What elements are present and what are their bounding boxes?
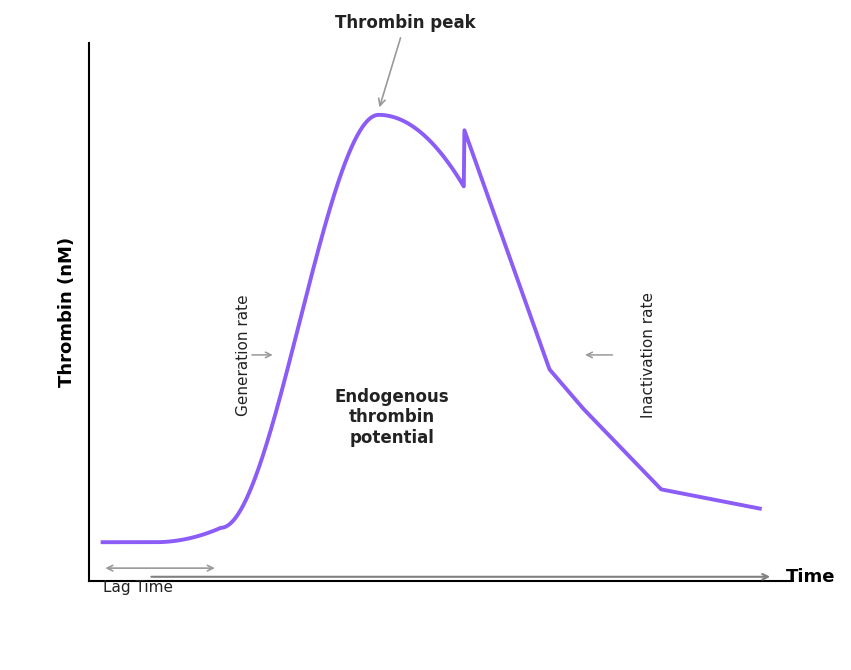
Text: Inactivation rate: Inactivation rate: [641, 292, 655, 418]
Text: Time: Time: [786, 567, 836, 586]
Text: Lag Time: Lag Time: [103, 580, 173, 595]
Y-axis label: Thrombin (nM): Thrombin (nM): [58, 237, 76, 387]
Text: Endogenous
thrombin
potential: Endogenous thrombin potential: [334, 387, 449, 447]
Text: Thrombin peak: Thrombin peak: [334, 15, 475, 106]
Text: Generation rate: Generation rate: [237, 294, 251, 416]
